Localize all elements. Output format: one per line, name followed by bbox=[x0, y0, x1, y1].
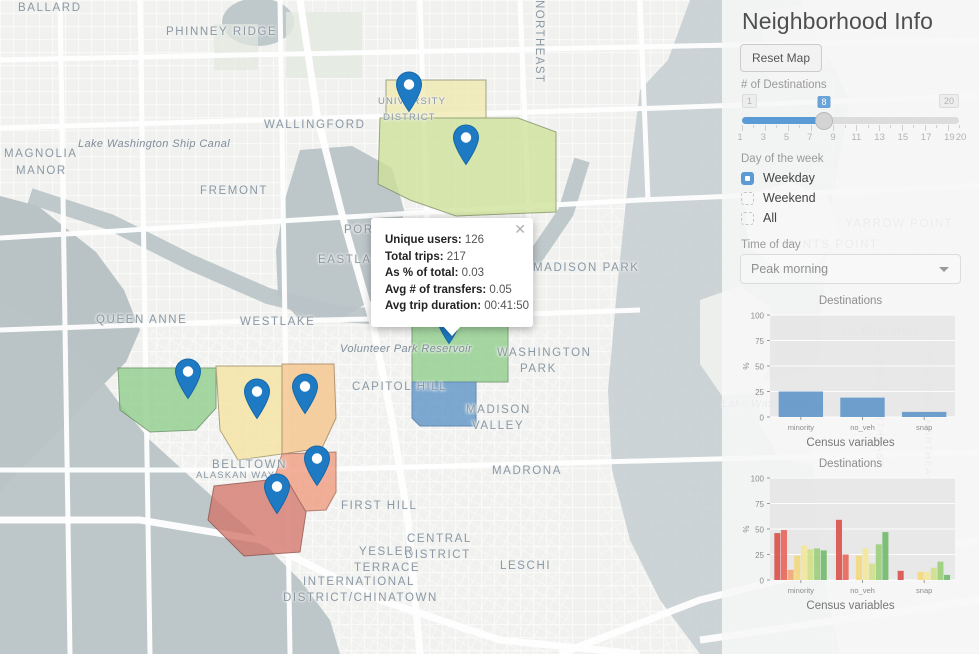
svg-text:no_veh: no_veh bbox=[850, 586, 875, 595]
slider-min-label: 1 bbox=[742, 94, 758, 108]
day-of-week-label: Day of the week bbox=[741, 153, 824, 165]
svg-text:50: 50 bbox=[755, 363, 764, 372]
svg-text:100: 100 bbox=[751, 312, 765, 321]
radio-option-weekend[interactable]: Weekend bbox=[741, 191, 961, 205]
pin-downtown[interactable] bbox=[262, 473, 292, 515]
slider-tick-labels: 1 3 5 7 9 11 13 15 17 19 20 bbox=[737, 132, 966, 144]
close-icon[interactable]: ✕ bbox=[514, 221, 526, 237]
svg-text:minority: minority bbox=[788, 423, 815, 432]
slider-track[interactable] bbox=[742, 117, 959, 124]
pin-belltown-north[interactable] bbox=[242, 378, 272, 420]
time-of-day-value: Peak morning bbox=[751, 262, 829, 276]
tooltip-value: 0.05 bbox=[486, 283, 512, 296]
region-madison-valley bbox=[411, 381, 477, 427]
neighborhood-info-panel: Neighborhood Info Reset Map # of Destina… bbox=[722, 0, 979, 654]
radio-unchecked-icon[interactable] bbox=[741, 191, 754, 205]
svg-text:snap: snap bbox=[916, 586, 932, 595]
destinations-slider[interactable]: 1 20 8 1 3 5 7 9 11 13 15 17 19 20 bbox=[737, 94, 966, 146]
radio-option-weekday[interactable]: Weekday bbox=[741, 171, 961, 185]
day-of-week-group[interactable]: Weekday Weekend All bbox=[740, 171, 961, 225]
slider-fill bbox=[742, 117, 825, 124]
chart-1-xlabel: Census variables bbox=[806, 437, 895, 449]
pin-university-park[interactable] bbox=[451, 124, 481, 166]
tooltip-key: As % of total: bbox=[385, 267, 459, 279]
svg-text:no_veh: no_veh bbox=[850, 423, 875, 432]
svg-text:%: % bbox=[742, 525, 751, 532]
slider-tick-label: 3 bbox=[760, 132, 766, 143]
destinations-chart-1: Destinations 0 25 50 75 100% minority no_veh sn… bbox=[740, 295, 961, 449]
slider-tick-label: 19 bbox=[944, 132, 955, 143]
svg-text:minority: minority bbox=[788, 586, 815, 595]
tooltip-value: 217 bbox=[443, 250, 466, 263]
chart-2-title: Destinations bbox=[818, 458, 883, 470]
chart-1-plot: 0 25 50 75 100% minority no_veh snap bbox=[742, 312, 955, 432]
svg-text:0: 0 bbox=[760, 414, 765, 423]
time-of-day-select[interactable]: Peak morning bbox=[740, 254, 961, 284]
tooltip-row: Total trips: 217 bbox=[385, 249, 519, 266]
slider-tick-label: 15 bbox=[897, 132, 909, 143]
slider-tick-label: 5 bbox=[783, 132, 790, 143]
slider-tick-label: 7 bbox=[807, 132, 813, 143]
radio-label: Weekend bbox=[763, 191, 816, 205]
slider-handle[interactable] bbox=[814, 112, 833, 130]
chart-2-plot: 0 25 50 75 100% minority no_veh snap bbox=[742, 475, 955, 595]
tooltip-value: 0.03 bbox=[458, 267, 485, 279]
tooltip-row: Avg trip duration: 00:41:50 bbox=[385, 298, 529, 315]
slider-ticks bbox=[742, 125, 960, 132]
tooltip-pointer bbox=[443, 325, 461, 336]
chart-1-title: Destinations bbox=[818, 295, 883, 307]
slider-tick-label: 17 bbox=[920, 132, 932, 143]
svg-text:0: 0 bbox=[760, 577, 765, 586]
svg-text:25: 25 bbox=[755, 551, 764, 560]
tooltip-row: Avg # of transfers: 0.05 bbox=[385, 282, 519, 299]
pin-university-district[interactable] bbox=[394, 71, 424, 113]
page-title: Neighborhood Info bbox=[742, 8, 933, 34]
tooltip-row: Unique users: 126 bbox=[385, 232, 519, 249]
tooltip-value: 126 bbox=[461, 234, 485, 246]
chevron-down-icon bbox=[939, 267, 949, 272]
slider-tick-label: 9 bbox=[830, 132, 836, 143]
slider-value-bubble: 8 bbox=[817, 96, 831, 108]
radio-checked-icon[interactable] bbox=[741, 171, 754, 185]
region-university-park bbox=[377, 117, 557, 217]
destinations-label: # of Destinations bbox=[741, 79, 827, 91]
svg-text:75: 75 bbox=[755, 337, 764, 346]
pin-first-hill[interactable] bbox=[302, 445, 332, 487]
tooltip-key: Unique users: bbox=[385, 234, 462, 246]
svg-text:75: 75 bbox=[755, 500, 764, 509]
tooltip-key: Avg # of transfers: bbox=[385, 283, 487, 296]
svg-text:snap: snap bbox=[916, 423, 932, 432]
pin-queen-anne[interactable] bbox=[173, 358, 203, 400]
tooltip-key: Avg trip duration: bbox=[385, 300, 482, 312]
svg-text:25: 25 bbox=[755, 388, 764, 397]
radio-unchecked-icon[interactable] bbox=[741, 211, 754, 225]
radio-option-all[interactable]: All bbox=[741, 211, 961, 225]
pin-belltown-east[interactable] bbox=[290, 373, 320, 415]
time-of-day-label: Time of day bbox=[741, 239, 801, 251]
radio-label: Weekday bbox=[763, 171, 815, 185]
slider-tick-label: 11 bbox=[851, 132, 862, 143]
tooltip-row: As % of total: 0.03 bbox=[385, 265, 519, 282]
destinations-chart-2: Destinations 0 25 50 75 100% minority no_veh sn… bbox=[740, 458, 961, 612]
slider-tick-label: 13 bbox=[874, 132, 885, 143]
svg-text:100: 100 bbox=[751, 475, 765, 484]
svg-text:%: % bbox=[742, 362, 751, 369]
slider-max-label: 20 bbox=[938, 94, 959, 108]
slider-tick-label: 20 bbox=[955, 132, 967, 143]
neighborhood-tooltip: ✕ Unique users: 126 Total trips: 217 As % … bbox=[371, 218, 533, 336]
radio-label: All bbox=[763, 211, 777, 225]
tooltip-value: 00:41:50 bbox=[481, 300, 530, 312]
reset-map-button[interactable]: Reset Map bbox=[740, 44, 823, 72]
svg-text:50: 50 bbox=[755, 526, 764, 535]
chart-2-xlabel: Census variables bbox=[806, 600, 895, 612]
slider-tick-label: 1 bbox=[737, 132, 743, 143]
tooltip-key: Total trips: bbox=[385, 250, 444, 263]
